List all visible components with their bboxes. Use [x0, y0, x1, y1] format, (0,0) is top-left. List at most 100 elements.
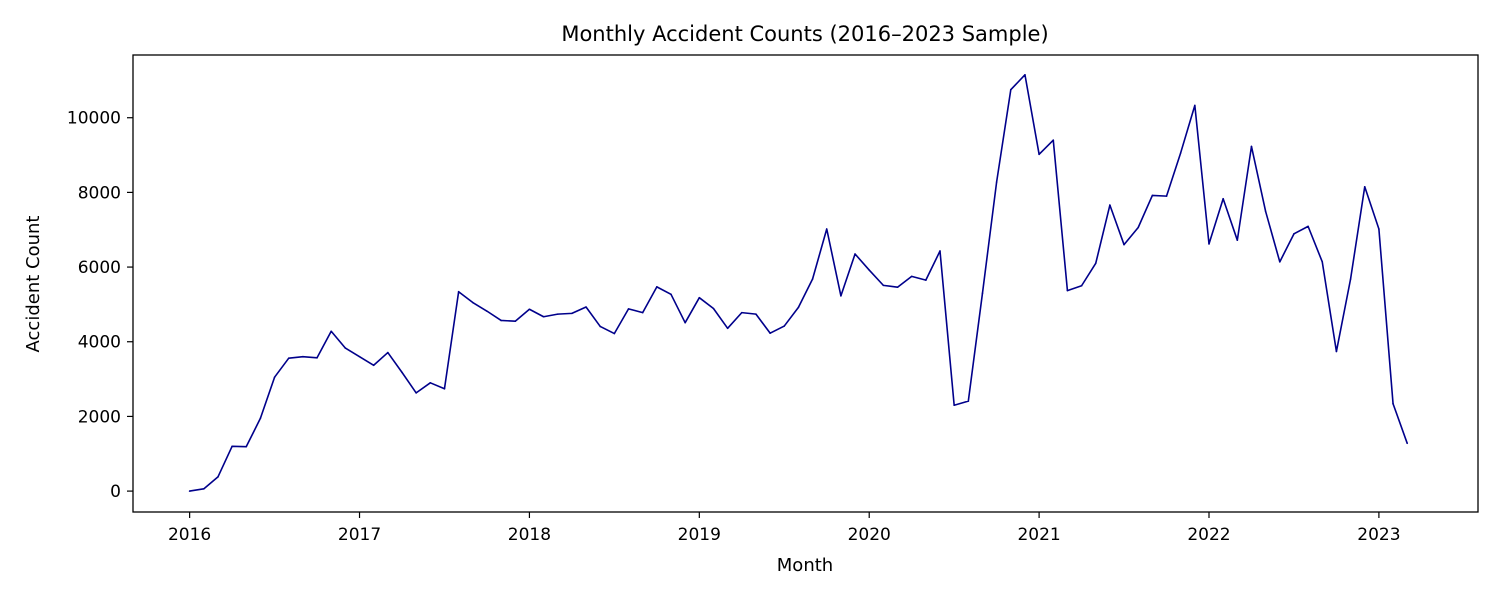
data-point-2022-05: [1264, 210, 1267, 213]
data-point-2021-07: [1123, 243, 1125, 246]
data-point-2020-01: [868, 269, 871, 271]
data-point-2021-12: [1194, 104, 1196, 107]
data-point-2020-10: [995, 181, 998, 183]
data-point-2020-03: [896, 286, 899, 289]
data-point-2018-07: [613, 332, 616, 335]
data-point-2021-01: [1038, 153, 1040, 156]
data-point-2019-12: [854, 253, 856, 255]
x-axis: 2016 2017 2018 2019 2020 2021 2022 2023: [168, 512, 1401, 545]
data-point-2020-07: [953, 404, 955, 407]
x-tick-label-2017: 2017: [338, 525, 381, 545]
y-tick-label-10000: 10000: [67, 109, 121, 129]
y-tick-label-6000: 6000: [78, 258, 121, 278]
data-point-2019-07: [783, 325, 786, 327]
data-point-2020-06: [939, 250, 941, 252]
data-point-2018-08: [627, 308, 630, 310]
data-point-2023-01: [1378, 228, 1380, 230]
data-point-2016-01: [188, 490, 191, 492]
data-point-2021-03: [1066, 289, 1069, 292]
data-point-2017-05: [415, 392, 417, 394]
y-axis-title: Accident Count: [23, 216, 44, 353]
data-point-2020-11: [1009, 88, 1012, 91]
data-point-2019-02: [712, 307, 715, 310]
data-point-2021-02: [1052, 139, 1055, 141]
data-point-2016-09: [302, 355, 304, 358]
data-point-2019-06: [769, 332, 771, 334]
data-point-2016-02: [202, 488, 205, 490]
data-point-2019-05: [755, 313, 757, 315]
data-point-2021-05: [1094, 262, 1097, 265]
data-point-2019-11: [840, 295, 842, 297]
data-point-2020-09: [981, 292, 984, 295]
data-point-2017-07: [443, 387, 446, 390]
data-point-2022-06: [1278, 261, 1281, 263]
x-tick-label-2022: 2022: [1187, 525, 1230, 545]
data-point-2018-05: [585, 306, 587, 308]
data-point-2017-01: [358, 355, 361, 358]
data-point-2021-08: [1137, 226, 1140, 229]
x-tick-label-2019: 2019: [678, 525, 721, 545]
data-point-2018-03: [556, 313, 559, 315]
data-point-2017-04: [401, 371, 403, 374]
data-point-2017-02: [372, 364, 375, 367]
data-point-2017-10: [486, 310, 488, 312]
data-point-2016-06: [259, 417, 262, 420]
data-point-2020-12: [1024, 73, 1026, 76]
data-point-2022-02: [1222, 197, 1224, 200]
data-point-2016-12: [344, 347, 347, 349]
data-point-2018-06: [599, 325, 602, 328]
data-point-2017-03: [387, 351, 389, 354]
data-point-2017-08: [457, 290, 460, 293]
y-tick-label-2000: 2000: [78, 407, 121, 427]
data-point-2022-10: [1335, 350, 1338, 353]
data-point-2022-11: [1349, 278, 1352, 280]
data-point-2023-02: [1392, 402, 1394, 405]
data-point-2018-12: [684, 321, 686, 324]
series-line: [189, 73, 1408, 492]
data-point-2018-04: [571, 312, 573, 315]
data-point-2017-12: [514, 320, 517, 323]
x-tick-label-2021: 2021: [1017, 525, 1060, 545]
data-point-2021-04: [1080, 284, 1083, 287]
data-point-2019-08: [797, 306, 800, 309]
data-point-2021-11: [1179, 152, 1182, 154]
data-point-2020-08: [967, 400, 970, 402]
data-point-2021-06: [1109, 204, 1111, 206]
data-point-2019-10: [825, 228, 828, 230]
y-tick-label-4000: 4000: [78, 333, 121, 353]
data-point-2022-01: [1208, 243, 1210, 245]
data-point-2022-09: [1321, 261, 1324, 263]
data-point-2017-11: [500, 319, 502, 322]
data-point-2020-04: [910, 275, 913, 278]
data-point-2020-02: [882, 284, 885, 287]
y-tick-label-8000: 8000: [78, 183, 121, 203]
data-point-2016-03: [217, 476, 219, 478]
y-tick-label-0: 0: [110, 482, 121, 502]
data-point-2016-10: [316, 357, 318, 359]
data-point-2016-11: [330, 330, 333, 333]
data-point-2018-10: [656, 286, 658, 288]
data-point-2019-04: [740, 311, 743, 314]
data-point-2020-05: [925, 279, 927, 281]
x-tick-label-2016: 2016: [168, 525, 211, 545]
data-point-2023-03: [1406, 442, 1409, 445]
data-point-2022-03: [1236, 239, 1239, 241]
x-tick-label-2020: 2020: [848, 525, 891, 545]
data-point-2017-06: [429, 382, 432, 384]
data-point-2018-09: [641, 311, 644, 314]
data-point-2022-07: [1293, 233, 1295, 235]
data-point-2022-04: [1250, 145, 1253, 148]
data-point-2018-01: [528, 308, 531, 311]
data-point-2019-09: [811, 278, 814, 280]
data-point-2021-09: [1151, 194, 1154, 197]
data-point-2021-10: [1165, 195, 1168, 197]
data-point-2016-08: [287, 357, 290, 359]
data-point-2018-11: [670, 293, 672, 296]
data-point-2017-09: [471, 301, 474, 304]
chart-title: Monthly Accident Counts (2016–2023 Sampl…: [561, 22, 1048, 46]
data-point-2022-12: [1363, 186, 1366, 188]
data-point-2016-04: [231, 445, 233, 448]
x-axis-title: Month: [777, 555, 833, 576]
